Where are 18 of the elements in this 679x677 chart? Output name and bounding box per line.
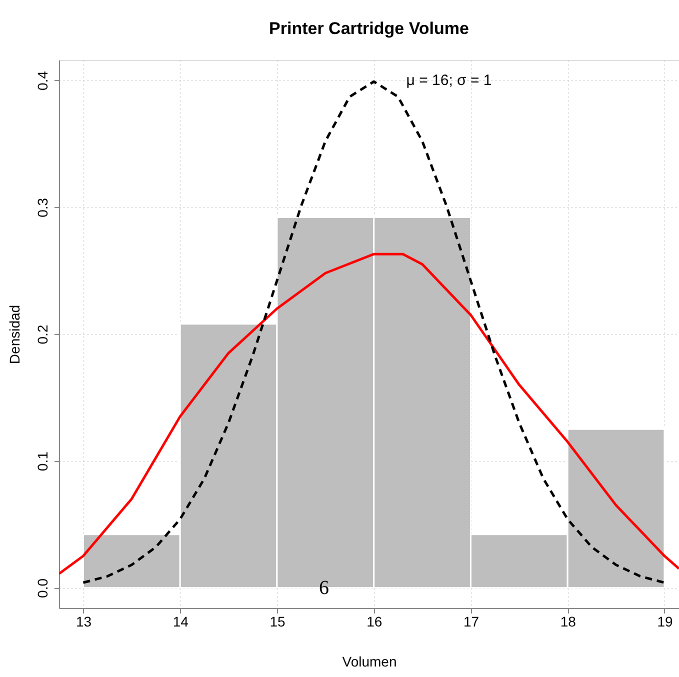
x-tick-label: 14: [172, 614, 189, 630]
annotation: μ = 16; σ = 1: [406, 72, 492, 89]
x-tick-label: 17: [463, 614, 480, 630]
y-axis-title: Densidad: [6, 304, 22, 364]
y-tick-label: 0.0: [34, 578, 50, 598]
x-tick-label: 18: [560, 614, 576, 630]
y-tick-label: 0.1: [34, 451, 50, 472]
line-series: [59, 252, 679, 575]
y-tick-label: 0.4: [34, 70, 50, 91]
y-tick-label: 0.3: [34, 198, 50, 218]
chart-title: Printer Cartridge Volume: [269, 19, 469, 38]
x-tick-label: 19: [657, 614, 673, 630]
annotation: 6: [319, 577, 329, 599]
x-tick-label: 16: [366, 614, 382, 630]
x-tick-label: 15: [270, 614, 286, 630]
y-tick-label: 0.2: [34, 324, 50, 344]
x-tick-label: 13: [76, 614, 92, 630]
x-axis-title: Volumen: [342, 654, 397, 670]
